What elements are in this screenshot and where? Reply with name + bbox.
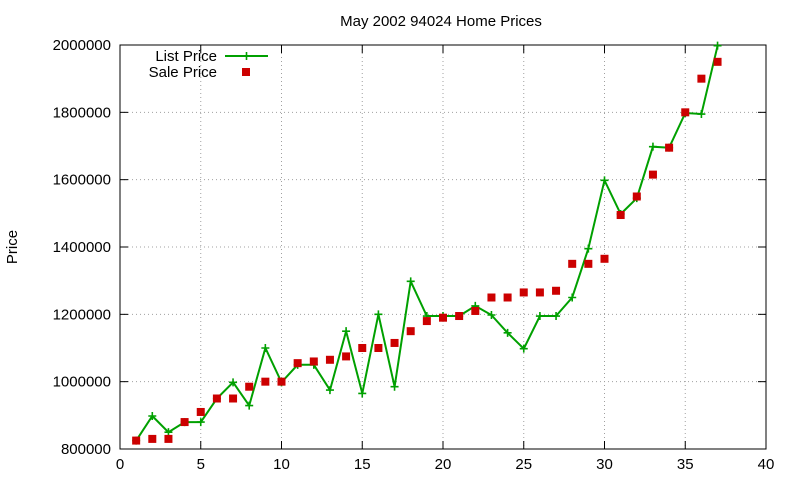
data-point xyxy=(164,428,173,437)
x-tick-label: 25 xyxy=(515,456,532,473)
data-point xyxy=(374,344,383,352)
data-point xyxy=(358,389,367,398)
data-point xyxy=(196,418,205,427)
data-point xyxy=(439,313,447,322)
legend-marker xyxy=(242,52,251,60)
data-point xyxy=(697,110,706,119)
data-point xyxy=(325,386,334,395)
x-tick-label: 30 xyxy=(596,456,613,473)
x-tick-label: 10 xyxy=(273,456,290,473)
legend-label: Sale Price xyxy=(149,64,217,81)
data-point xyxy=(196,407,205,416)
x-tick-label: 20 xyxy=(435,456,452,473)
data-point xyxy=(681,108,690,117)
data-point xyxy=(374,310,383,319)
data-point xyxy=(390,382,399,391)
data-point xyxy=(309,357,318,366)
data-point xyxy=(245,382,254,391)
legend-entry: Sale Price xyxy=(149,64,250,81)
x-tick-label: 5 xyxy=(197,456,205,473)
y-axis-label: Price xyxy=(4,230,21,264)
legend-entry: List Price xyxy=(155,48,268,65)
data-point xyxy=(277,377,286,386)
data-point xyxy=(342,352,351,361)
data-point xyxy=(568,259,577,268)
data-point xyxy=(406,327,415,336)
data-point xyxy=(552,312,561,321)
data-point xyxy=(261,344,270,352)
data-point xyxy=(406,277,415,286)
data-point xyxy=(584,244,593,253)
data-point xyxy=(245,401,254,410)
x-tick-label: 0 xyxy=(116,456,124,473)
data-point xyxy=(148,412,157,421)
data-point xyxy=(212,394,221,403)
series-layer xyxy=(132,41,722,445)
data-point xyxy=(487,293,496,302)
data-point xyxy=(665,143,674,152)
axis-ticks: 800000 1000000 1200000 1400000 1600000 180000… xyxy=(53,37,775,473)
y-tick-label: 1600000 xyxy=(53,172,111,189)
data-point xyxy=(535,288,544,297)
data-point xyxy=(503,293,512,302)
data-point xyxy=(648,142,657,151)
data-point xyxy=(713,41,722,50)
data-point xyxy=(229,394,238,403)
data-point xyxy=(471,306,480,315)
data-point xyxy=(293,359,302,368)
x-tick-label: 35 xyxy=(677,456,694,473)
data-point xyxy=(616,211,625,220)
data-point xyxy=(632,192,641,201)
data-point xyxy=(584,259,593,268)
data-point xyxy=(164,434,173,443)
data-point xyxy=(390,338,399,347)
data-point xyxy=(600,176,609,185)
data-point xyxy=(487,311,496,320)
data-point xyxy=(422,317,431,326)
y-tick-label: 1000000 xyxy=(53,374,111,391)
data-point xyxy=(568,293,577,302)
grid-lines xyxy=(120,45,766,449)
data-point xyxy=(325,355,334,364)
x-tick-label: 15 xyxy=(354,456,371,473)
y-tick-label: 1200000 xyxy=(53,306,111,323)
series-line xyxy=(135,45,719,442)
data-point xyxy=(519,344,528,353)
data-point xyxy=(600,254,609,263)
data-point xyxy=(132,436,141,445)
data-point xyxy=(180,418,189,427)
chart-title: May 2002 94024 Home Prices xyxy=(340,13,542,30)
data-point xyxy=(713,57,722,66)
data-point xyxy=(503,328,512,337)
data-point xyxy=(519,288,528,297)
data-point xyxy=(148,434,157,443)
legend-marker xyxy=(242,68,250,76)
y-tick-label: 800000 xyxy=(61,441,111,458)
data-point xyxy=(697,74,706,83)
series-list-price xyxy=(132,41,722,445)
data-point xyxy=(229,378,238,387)
data-point xyxy=(648,170,657,179)
data-point xyxy=(261,377,270,386)
data-point xyxy=(535,312,544,321)
data-point xyxy=(552,286,561,295)
legend-label: List Price xyxy=(155,48,217,65)
y-tick-label: 2000000 xyxy=(53,37,111,54)
y-tick-label: 1800000 xyxy=(53,104,111,121)
x-tick-label: 40 xyxy=(758,456,775,473)
data-point xyxy=(455,312,464,321)
y-tick-label: 1400000 xyxy=(53,239,111,256)
data-point xyxy=(342,327,351,336)
data-point xyxy=(358,344,367,352)
series-sale-price xyxy=(132,57,722,445)
